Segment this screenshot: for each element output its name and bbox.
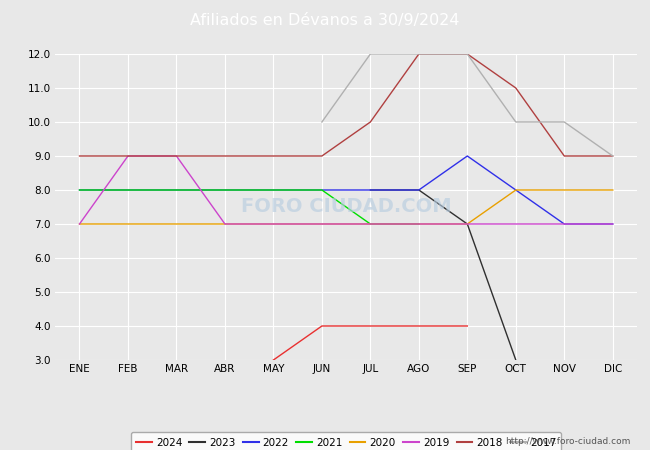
Legend: 2024, 2023, 2022, 2021, 2020, 2019, 2018, 2017: 2024, 2023, 2022, 2021, 2020, 2019, 2018… (131, 432, 562, 450)
Text: FORO CIUDAD.COM: FORO CIUDAD.COM (240, 198, 452, 216)
Text: http://www.foro-ciudad.com: http://www.foro-ciudad.com (505, 436, 630, 446)
Text: Afiliados en Dévanos a 30/9/2024: Afiliados en Dévanos a 30/9/2024 (190, 13, 460, 28)
